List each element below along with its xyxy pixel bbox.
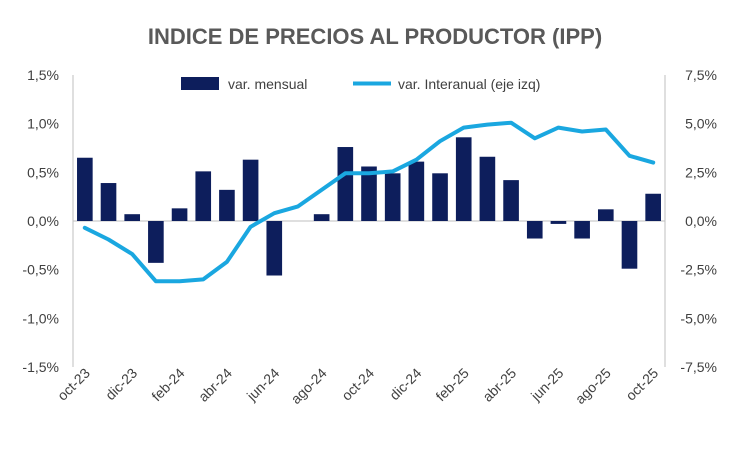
bar [597,209,614,221]
right-axis-tick-label: 5,0% [685,116,717,132]
bar-series [77,137,661,276]
x-axis-ticks: oct-23 dic-23 feb-24 abr-24 jun-24 ago-24 oct-… [54,365,661,407]
bar [219,189,235,221]
line-series [82,120,656,284]
x-axis-tick-label: ago-24 [288,365,330,407]
right-axis-tick-label: 0,0% [685,213,717,229]
bar [313,214,330,221]
bar [124,214,141,221]
x-axis-tick-label: jun-24 [243,365,283,405]
left-axis-tick-label: -1,0% [22,310,59,326]
left-axis-tick-label: 1,5% [27,67,59,83]
x-axis-tick-label: jun-25 [527,365,567,405]
x-axis-tick-label: abr-25 [479,365,519,405]
chart-title: INDICE DE PRECIOS AL PRODUCTOR (IPP) [148,24,602,49]
left-axis-tick-label: -0,5% [22,262,59,278]
bar [100,183,117,221]
x-axis-tick-label: dic-23 [102,365,140,403]
bar [621,221,638,269]
bar [148,221,164,263]
left-axis-tick-label: 1,0% [27,116,59,132]
left-axis-tick-label: 0,5% [27,164,59,180]
x-axis-tick-label: oct-25 [622,365,661,404]
bar [266,221,283,276]
legend-label-interanual: var. Interanual (eje izq) [398,76,540,92]
bar [574,221,590,239]
legend-swatch-mensual [181,77,219,90]
x-axis-tick-label: dic-24 [386,365,424,403]
x-axis-tick-label: feb-24 [148,365,188,405]
x-axis-tick-label: ago-25 [572,365,614,407]
right-axis-tick-label: -2,5% [680,262,717,278]
x-axis-tick-label: oct-24 [338,365,377,404]
x-axis-tick-label: feb-25 [432,365,472,405]
x-axis-tick-label: oct-23 [54,365,93,404]
right-axis-tick-label: -5,0% [680,310,717,326]
bar [503,180,519,221]
bar [645,193,661,221]
bar [77,157,93,221]
bar [242,159,259,221]
right-axis-tick-label: 2,5% [685,164,717,180]
right-axis-tick-label: 7,5% [685,67,717,83]
axes: 1,5% 1,0% 0,5% 0,0% -0,5% -1,0% -1,5% 7,5% 5,0% 2… [22,67,717,375]
bar [526,221,543,239]
left-axis-tick-label: 0,0% [27,213,59,229]
bar [479,156,496,221]
bar [361,166,377,221]
bar [384,173,401,221]
right-axis-tick-label: -7,5% [680,359,717,375]
legend: var. mensual var. Interanual (eje izq) [181,76,540,92]
bar [171,208,188,221]
left-axis-tick-label: -1,5% [22,359,59,375]
legend-label-mensual: var. mensual [228,76,307,92]
bar [408,161,425,221]
bar [455,137,472,221]
line-interanual [82,120,656,284]
bar [432,173,448,221]
x-axis-tick-label: abr-24 [195,365,235,405]
bar [337,147,354,221]
bar [195,171,212,221]
bar [550,221,567,224]
